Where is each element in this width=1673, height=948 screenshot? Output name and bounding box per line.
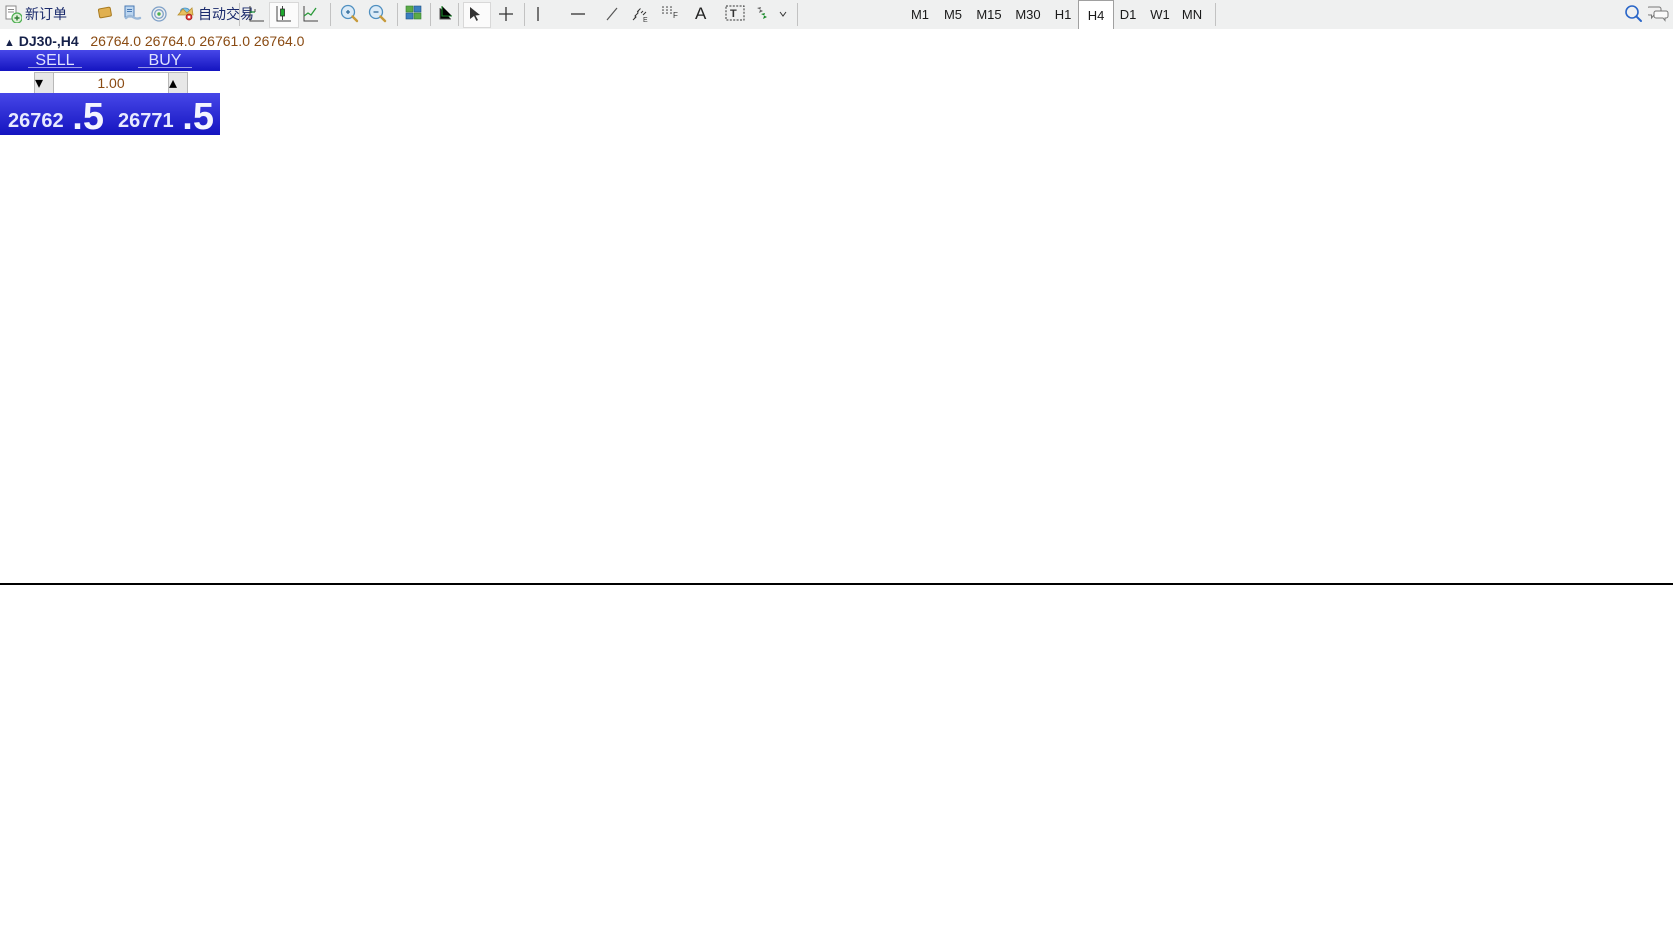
svg-text:F: F <box>673 11 678 20</box>
svg-text:T: T <box>730 8 737 20</box>
svg-text:E: E <box>643 17 648 23</box>
